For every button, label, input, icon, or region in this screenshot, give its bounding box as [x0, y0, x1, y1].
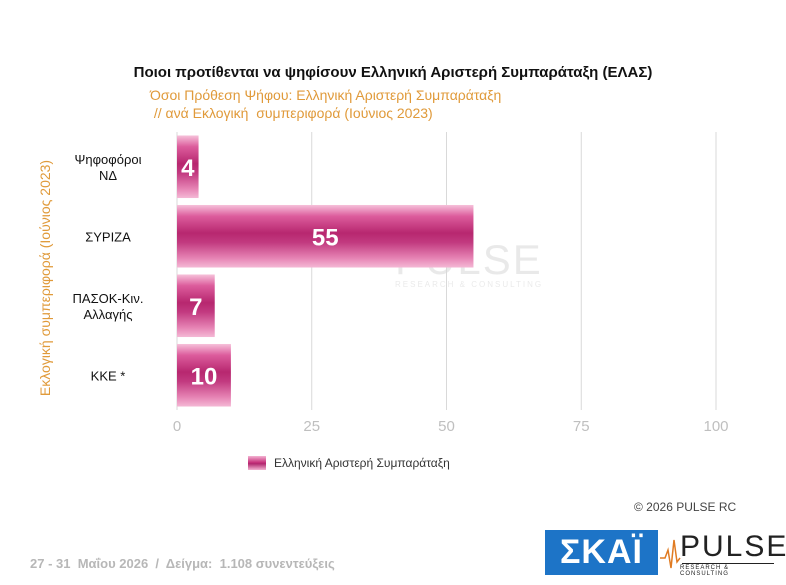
x-tick-label: 50 — [438, 418, 455, 435]
pulse-logo-tagline: RESEARCH & CONSULTING — [680, 565, 730, 577]
bar-chart: 0 25 50 75 100 Ψηφοφόροι ΝΔ 4 ΣΥΡΙΖΑ 55 ΠΑΣΟΚ-Κιν.… — [73, 132, 729, 435]
legend-swatch — [248, 456, 266, 470]
category-label: ΚΚΕ * — [91, 368, 126, 383]
x-tick-label: 0 — [173, 418, 181, 435]
chart-title: Ποιοι προτίθενται να ψηφίσουν Ελληνική Α… — [133, 64, 653, 81]
chart-subtitle-line1: Όσοι Πρόθεση Ψήφου: Ελληνική Αριστερή Συ… — [150, 87, 502, 103]
bar-value-label: 7 — [189, 294, 202, 321]
category-label: ΣΥΡΙΖΑ — [85, 229, 131, 244]
bar — [177, 135, 199, 199]
x-tick-label: 25 — [303, 418, 320, 435]
x-tick-label: 100 — [703, 418, 728, 435]
legend-label: Ελληνική Αριστερή Συμπαράταξη — [274, 456, 450, 470]
skai-logo: ΣΚΑΪ — [545, 530, 658, 575]
category-label: ΠΑΣΟΚ-Κιν. Αλλαγής — [73, 291, 144, 322]
copyright: © 2026 PULSE RC — [634, 500, 737, 514]
survey-footnote: 27 - 31 Μαΐου 2026 / Δείγμα: 1.108 συνεν… — [30, 556, 335, 571]
bar-value-label: 4 — [181, 155, 195, 182]
bar — [177, 343, 231, 407]
watermark-tagline: RESEARCH & CONSULTING — [395, 280, 544, 289]
pulse-logo-line — [682, 563, 774, 564]
bar — [177, 204, 474, 268]
bar-value-label: 55 — [312, 224, 339, 251]
legend: Ελληνική Αριστερή Συμπαράταξη — [248, 456, 450, 470]
pulse-wave-icon — [660, 539, 681, 569]
bar — [177, 274, 215, 338]
chart-subtitle-line2: // ανά Εκλογική συμπεριφορά (Ιούνιος 202… — [150, 105, 433, 121]
category-label: Ψηφοφόροι ΝΔ — [75, 152, 142, 183]
bar-value-label: 10 — [191, 363, 218, 390]
x-tick-label: 75 — [573, 418, 590, 435]
skai-logo-text: ΣΚΑΪ — [560, 533, 643, 571]
pulse-logo-word: PULSE — [680, 530, 786, 563]
pulse-logo: PULSE RESEARCH & CONSULTING — [660, 530, 786, 577]
